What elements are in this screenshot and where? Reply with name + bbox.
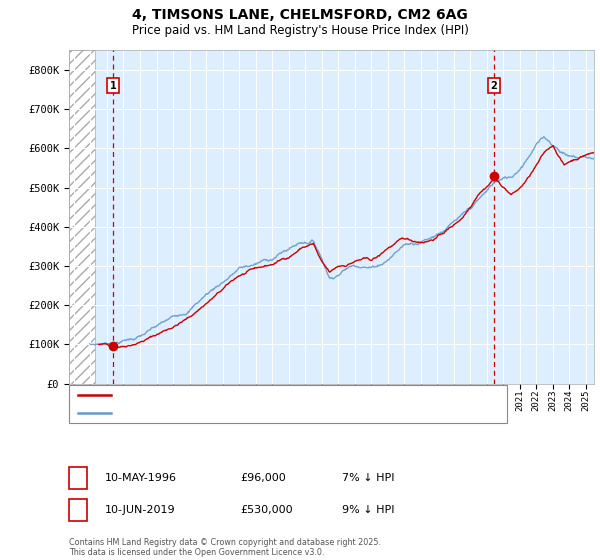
Text: 1: 1 [74,473,82,483]
Text: 4, TIMSONS LANE, CHELMSFORD, CM2 6AG (detached house): 4, TIMSONS LANE, CHELMSFORD, CM2 6AG (de… [116,390,416,400]
Text: 4, TIMSONS LANE, CHELMSFORD, CM2 6AG: 4, TIMSONS LANE, CHELMSFORD, CM2 6AG [132,8,468,22]
Text: 10-MAY-1996: 10-MAY-1996 [105,473,177,483]
Text: 2: 2 [74,505,82,515]
Text: 2: 2 [491,81,497,91]
Text: 1: 1 [110,81,116,91]
Text: Price paid vs. HM Land Registry's House Price Index (HPI): Price paid vs. HM Land Registry's House … [131,24,469,36]
Text: £96,000: £96,000 [240,473,286,483]
Bar [69,50,95,384]
Text: £530,000: £530,000 [240,505,293,515]
Text: Contains HM Land Registry data © Crown copyright and database right 2025.
This d: Contains HM Land Registry data © Crown c… [69,538,381,557]
Text: HPI: Average price, detached house, Chelmsford: HPI: Average price, detached house, Chel… [116,408,352,418]
Text: 10-JUN-2019: 10-JUN-2019 [105,505,176,515]
Text: 9% ↓ HPI: 9% ↓ HPI [342,505,395,515]
Text: 7% ↓ HPI: 7% ↓ HPI [342,473,395,483]
